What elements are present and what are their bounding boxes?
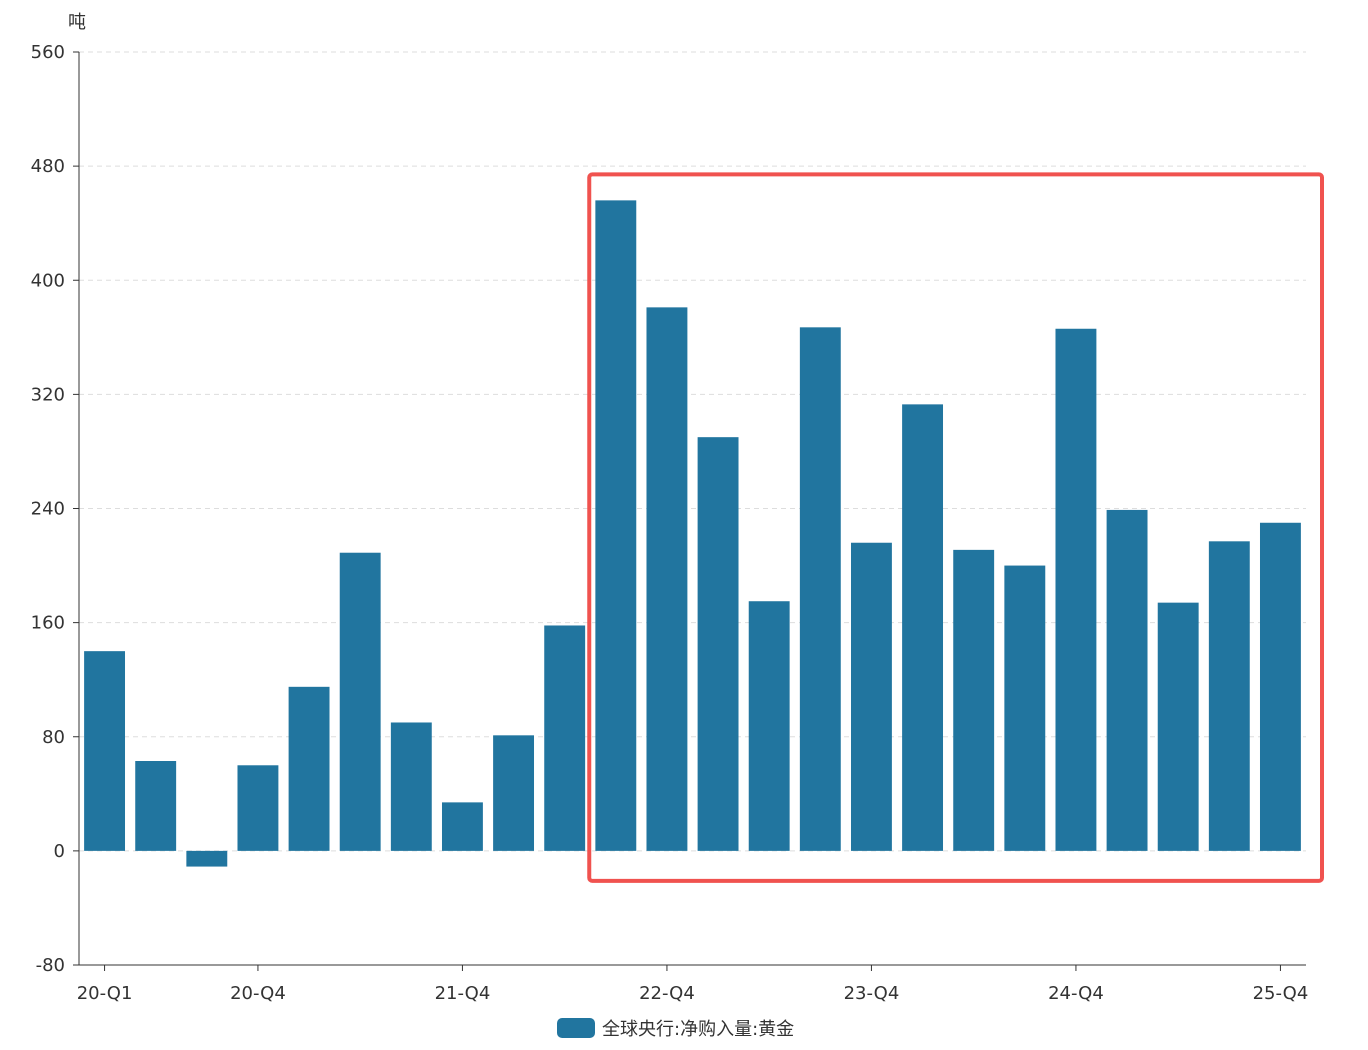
bar — [493, 735, 535, 851]
grid-lines — [79, 51, 1306, 852]
x-tick-label: 25-Q4 — [1253, 983, 1309, 1004]
y-tick-label: 80 — [42, 727, 65, 748]
x-tick-label: 24-Q4 — [1048, 983, 1104, 1004]
y-tick-label: -80 — [36, 955, 65, 976]
legend-label: 全球央行:净购入量:黄金 — [602, 1019, 794, 1040]
bar — [799, 327, 841, 851]
bar — [1055, 328, 1097, 851]
bar — [1004, 565, 1046, 851]
bar — [850, 542, 892, 851]
bar — [902, 404, 944, 851]
highlight-box — [587, 172, 1324, 883]
bar — [1259, 522, 1301, 851]
x-tick-label: 20-Q4 — [230, 983, 286, 1004]
y-tick-label: 0 — [54, 841, 65, 862]
bar — [84, 651, 126, 851]
x-tick-label: 21-Q4 — [435, 983, 491, 1004]
bar — [135, 761, 177, 851]
bar — [1157, 602, 1199, 851]
bar — [1106, 509, 1148, 851]
bar — [237, 765, 279, 851]
y-tick-label: 160 — [31, 613, 65, 634]
bar — [595, 200, 637, 851]
x-tick-label: 23-Q4 — [844, 983, 900, 1004]
x-tick-label: 20-Q1 — [77, 983, 133, 1004]
legend-swatch — [557, 1018, 595, 1038]
y-tick-label: 480 — [31, 156, 65, 177]
bar — [288, 686, 330, 851]
bars — [84, 200, 1301, 867]
x-tick-label: 22-Q4 — [639, 983, 695, 1004]
bar — [697, 437, 739, 851]
y-tick-label: 400 — [31, 270, 65, 291]
legend[interactable]: 全球央行:净购入量:黄金 — [557, 1018, 794, 1040]
axes: -80 0 80 160 240 320 400 480 560 20-Q1 20-Q4 21-Q4 2… — [31, 42, 1309, 1004]
y-axis-label: 吨 — [68, 12, 86, 33]
bar — [748, 601, 790, 851]
bar — [441, 802, 483, 851]
bar — [1208, 541, 1250, 851]
bar — [390, 722, 432, 851]
y-tick-label: 320 — [31, 384, 65, 405]
y-tick-label: 560 — [31, 42, 65, 63]
bar — [544, 625, 586, 851]
bar — [339, 552, 381, 851]
y-tick-label: 240 — [31, 499, 65, 520]
bar — [646, 307, 688, 851]
bar — [953, 549, 995, 851]
bar — [186, 850, 228, 867]
